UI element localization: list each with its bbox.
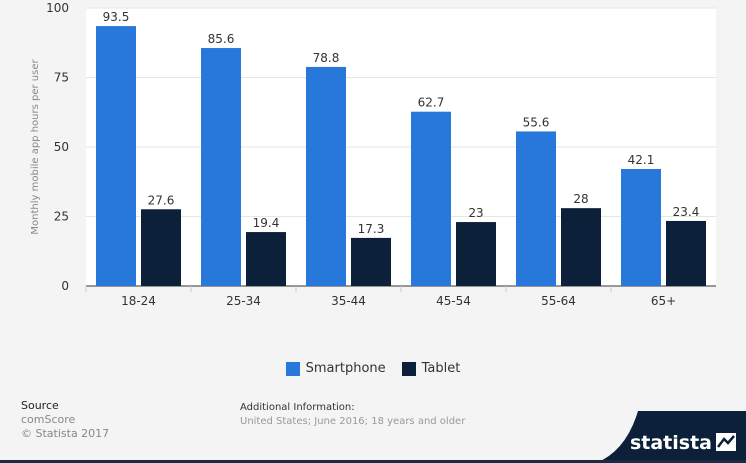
data-label: 55.6 bbox=[523, 115, 550, 129]
x-tick-label: 55-64 bbox=[541, 294, 576, 308]
source-name: comScore bbox=[21, 413, 76, 426]
bar-tablet-65+[interactable] bbox=[666, 220, 706, 286]
x-tick-label: 25-34 bbox=[226, 294, 261, 308]
additional-info-block: Additional Information: United States; J… bbox=[240, 401, 465, 429]
legend-label-tablet: Tablet bbox=[421, 361, 461, 376]
legend-item-tablet[interactable]: Tablet bbox=[401, 361, 461, 376]
y-tick-label: 0 bbox=[61, 279, 69, 293]
bar-smartphone-25-34[interactable] bbox=[201, 48, 241, 287]
x-tick-label: 35-44 bbox=[331, 294, 366, 308]
data-label: 27.6 bbox=[148, 193, 175, 207]
additional-info-text: United States; June 2016; 18 years and o… bbox=[240, 416, 466, 427]
y-tick-label: 100 bbox=[46, 1, 69, 15]
y-axis-ticks: 0 25 50 75 100 bbox=[46, 1, 69, 293]
data-label: 85.6 bbox=[208, 32, 235, 46]
legend-item-smartphone[interactable]: Smartphone bbox=[285, 361, 386, 376]
bar-smartphone-18-24[interactable] bbox=[96, 26, 136, 286]
copyright-text: © Statista 2017 bbox=[21, 427, 110, 440]
x-tick-label: 45-54 bbox=[436, 294, 471, 308]
source-heading[interactable]: Source bbox=[21, 399, 59, 412]
bar-smartphone-55-64[interactable] bbox=[516, 131, 556, 286]
gridlines bbox=[86, 7, 716, 287]
data-label: 17.3 bbox=[358, 222, 385, 236]
legend: Smartphone Tablet bbox=[0, 361, 746, 376]
statista-logo-icon bbox=[716, 433, 736, 451]
x-tick-label: 65+ bbox=[651, 294, 676, 308]
bar-tablet-35-44[interactable] bbox=[351, 237, 391, 286]
legend-label-smartphone: Smartphone bbox=[305, 361, 386, 376]
y-axis-label: Monthly mobile app hours per user bbox=[30, 59, 41, 235]
data-label: 93.5 bbox=[103, 10, 130, 24]
brand-name: statista bbox=[629, 432, 712, 454]
y-tick-label: 75 bbox=[54, 71, 69, 85]
data-label: 23 bbox=[468, 206, 483, 220]
data-label: 42.1 bbox=[628, 153, 655, 167]
bar-tablet-55-64[interactable] bbox=[561, 208, 601, 286]
x-axis-ticks: 18-24 25-34 35-44 45-54 55-64 65+ bbox=[85, 286, 676, 308]
legend-swatch-smartphone bbox=[285, 361, 300, 376]
bar-smartphone-65+[interactable] bbox=[621, 168, 661, 286]
bar-tablet-45-54[interactable] bbox=[456, 222, 496, 286]
bar-tablet-25-34[interactable] bbox=[246, 232, 286, 286]
brand-background bbox=[596, 411, 746, 463]
bar-smartphone-45-54[interactable] bbox=[411, 111, 451, 286]
source-block: Source comScore © Statista 2017 bbox=[21, 399, 109, 441]
data-label: 19.4 bbox=[253, 216, 280, 230]
data-label: 23.4 bbox=[673, 205, 700, 219]
data-label: 28 bbox=[573, 192, 588, 206]
bar-chart: 93.5 27.6 85.6 19.4 78.8 17.3 62.7 23 55.6 28 42.1… bbox=[30, 1, 716, 308]
data-label: 62.7 bbox=[418, 96, 445, 110]
y-tick-label: 50 bbox=[54, 140, 69, 154]
legend-swatch-tablet bbox=[401, 361, 416, 376]
bars bbox=[96, 26, 706, 287]
statista-brand[interactable]: statista bbox=[596, 411, 746, 463]
bottom-accent-line bbox=[0, 460, 746, 463]
bar-tablet-18-24[interactable] bbox=[141, 209, 181, 286]
additional-info-heading[interactable]: Additional Information: bbox=[240, 402, 355, 413]
value-labels: 93.5 27.6 85.6 19.4 78.8 17.3 62.7 23 55.6 28 42.1… bbox=[103, 10, 700, 236]
bar-smartphone-35-44[interactable] bbox=[306, 66, 346, 286]
x-tick-label: 18-24 bbox=[121, 294, 156, 308]
y-tick-label: 25 bbox=[54, 210, 69, 224]
data-label: 78.8 bbox=[313, 51, 340, 65]
